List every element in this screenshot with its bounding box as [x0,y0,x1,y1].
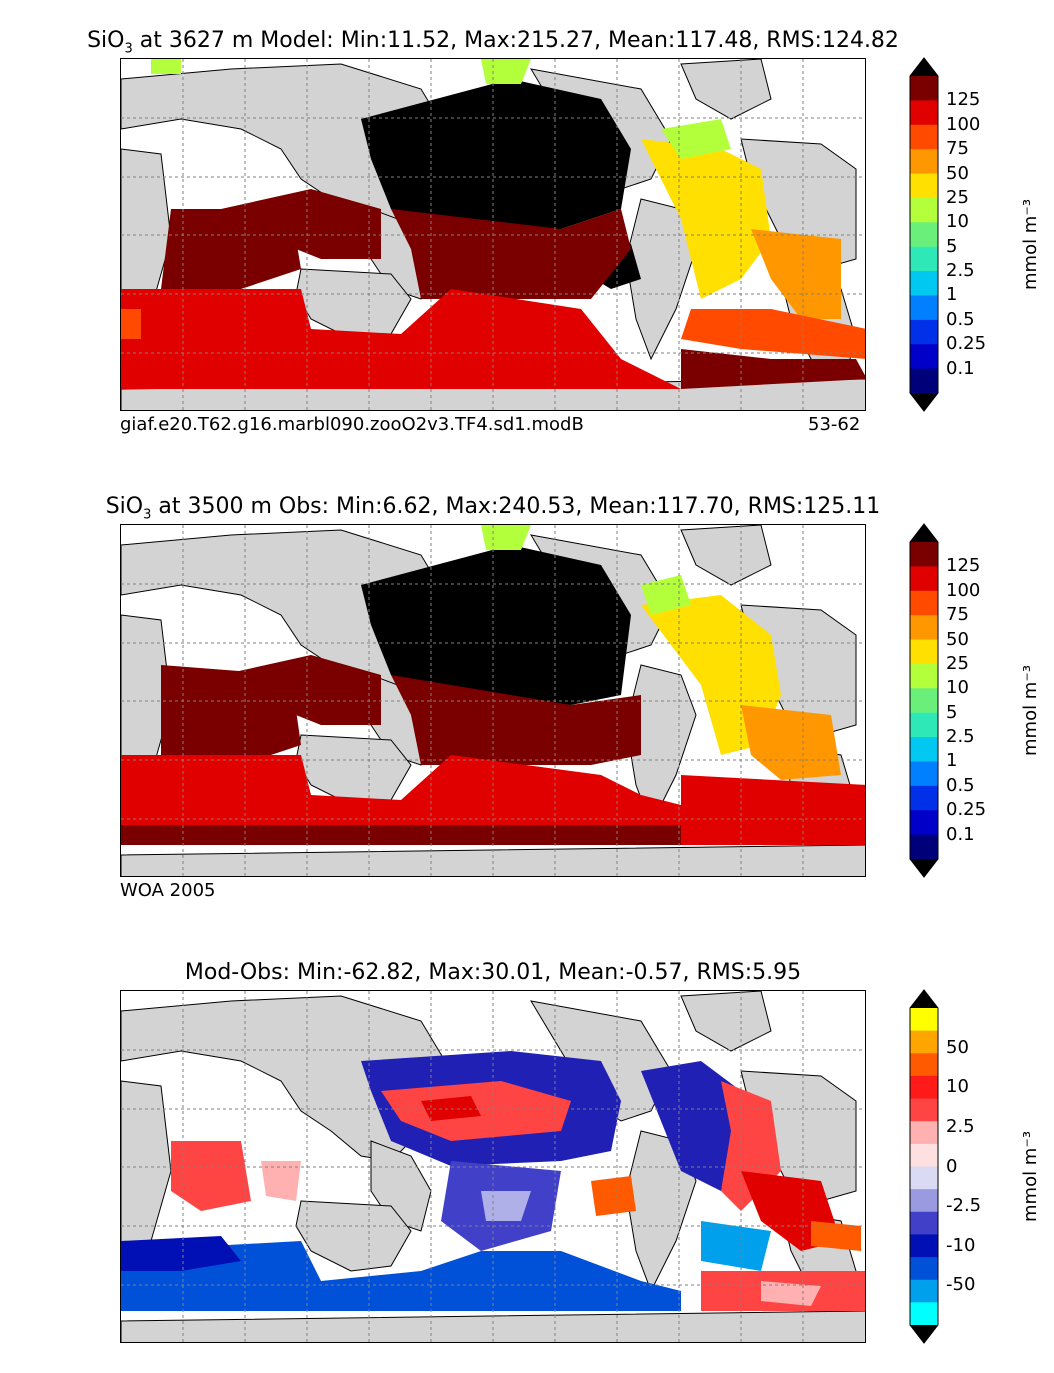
colorbar-segment [910,737,938,762]
colorbar-tick-label: 0.5 [946,308,975,330]
colorbar-segment [910,1075,938,1100]
colorbar-segment [910,173,938,199]
colorbar-segment [910,1279,938,1303]
colorbar-tick-label: 0.1 [946,823,975,845]
colorbar-frame [909,57,939,412]
colorbar-segment [910,615,938,641]
colorbar-segment [910,1053,938,1077]
colorbar-units-label: mmol m⁻³ [1020,664,1041,756]
colorbar-tick-label: 10 [946,1076,969,1098]
colorbar-diff: 50 10 2.5 0 -2.5 -10 -50 mmol m⁻³ [909,989,1041,1344]
colorbar-tick-label: 10 [946,211,969,233]
colorbar-segment [910,368,938,394]
colorbar-segment [910,688,938,714]
panel-model-title: SiO3 at 3627 m Model: Min:11.52, Max:215… [87,28,899,57]
colorbar-tick-label: 50 [946,628,969,650]
colorbar-tick-label: 1 [946,284,958,306]
colorbar-segment [910,1098,938,1122]
panel-model-years: 53-62 [808,414,861,435]
panel-model-map [120,58,866,411]
colorbar-segment [910,222,938,248]
colorbar-tick-label: 0.25 [946,799,987,821]
colorbar-tick-label: 2.5 [946,260,975,282]
panel-diff-title: Mod-Obs: Min:-62.82, Max:30.01, Mean:-0.… [184,960,802,985]
colorbar-tick-label: 2.5 [946,1115,975,1137]
panel-obs-source: WOA 2005 [120,880,216,901]
colorbar-segment [910,1211,938,1235]
colorbar-segment [910,761,938,787]
colorbar-tick-label: -10 [946,1234,976,1256]
colorbar-tick-label: 50 [946,162,969,184]
colorbar-over-triangle [910,58,938,76]
colorbar-segment [910,100,938,126]
colorbar-segment [910,1030,938,1054]
colorbar-segment [910,810,938,836]
colorbar-segment [910,542,938,567]
colorbar-tick-label: 1 [946,750,958,772]
colorbar-tick-label: 10 [946,677,969,699]
colorbar-segment [910,271,938,296]
colorbar-segment [910,1302,938,1326]
colorbar-segment [910,1121,938,1145]
colorbar-segment [910,246,938,272]
colorbar-obs: 125 100 75 50 25 10 5 2.5 1 0.5 0.25 0.1 mmol m⁻³ [909,523,1041,878]
colorbar-segment [910,1166,938,1190]
colorbar-under-triangle [910,859,938,877]
panel-model-case-name: giaf.e20.T62.g16.marbl090.zooO2v3.TF4.sd… [120,414,584,435]
panel-diff-map [120,990,866,1343]
colorbar-segment [910,566,938,592]
colorbar-segment [910,295,938,321]
colorbar-under-triangle [910,1325,938,1343]
colorbar-segment [910,344,938,370]
colorbar-tick-label: 50 [946,1036,969,1058]
colorbar-segment [910,1257,938,1281]
colorbar-frame [909,523,939,878]
colorbar-tick-label: 25 [946,652,969,674]
colorbar-tick-label: 5 [946,701,958,723]
colorbar-segment [910,1143,938,1167]
colorbar-tick-label: 5 [946,235,958,257]
colorbar-segment [910,1234,938,1258]
colorbar-tick-label: 0.1 [946,357,975,379]
colorbar-tick-label: 125 [946,555,981,577]
colorbar-tick-label: 25 [946,186,969,208]
colorbar-segment [910,639,938,665]
colorbar-segment [910,834,938,860]
colorbar-segment [910,785,938,811]
colorbar-tick-label: 125 [946,89,981,111]
colorbar-tick-label: 0.5 [946,774,975,796]
panel-obs-title: SiO3 at 3500 m Obs: Min:6.62, Max:240.53… [105,494,881,523]
colorbar-units-label: mmol m⁻³ [1020,198,1041,290]
colorbar-frame [909,989,939,1344]
colorbar-segment [910,76,938,101]
colorbar-over-triangle [910,524,938,542]
colorbar-tick-label: 0.25 [946,333,987,355]
colorbar-segment [910,1008,938,1032]
colorbar-tick-label: 0 [946,1155,958,1177]
colorbar-over-triangle [910,990,938,1008]
colorbar-segment [910,712,938,738]
colorbar-tick-label: 2.5 [946,726,975,748]
colorbar-tick-label: -50 [946,1274,976,1296]
colorbar-tick-label: 75 [946,604,969,626]
colorbar-tick-label: 75 [946,138,969,160]
colorbar-tick-label: 100 [946,113,981,135]
colorbar-units-label: mmol m⁻³ [1020,1130,1041,1222]
colorbar-segment [910,590,938,616]
colorbar-segment [910,663,938,689]
panel-obs-map [120,524,866,877]
colorbar-tick-label: -2.5 [946,1195,982,1217]
colorbar-model: 125 100 75 50 25 10 5 2.5 1 0.5 0.25 0.1 mmol m⁻³ [909,57,1041,412]
colorbar-segment [910,319,938,345]
colorbar-segment [910,1189,938,1213]
colorbar-segment [910,149,938,175]
colorbar-tick-label: 100 [946,579,981,601]
colorbar-segment [910,197,938,223]
colorbar-under-triangle [910,393,938,411]
colorbar-segment [910,124,938,150]
